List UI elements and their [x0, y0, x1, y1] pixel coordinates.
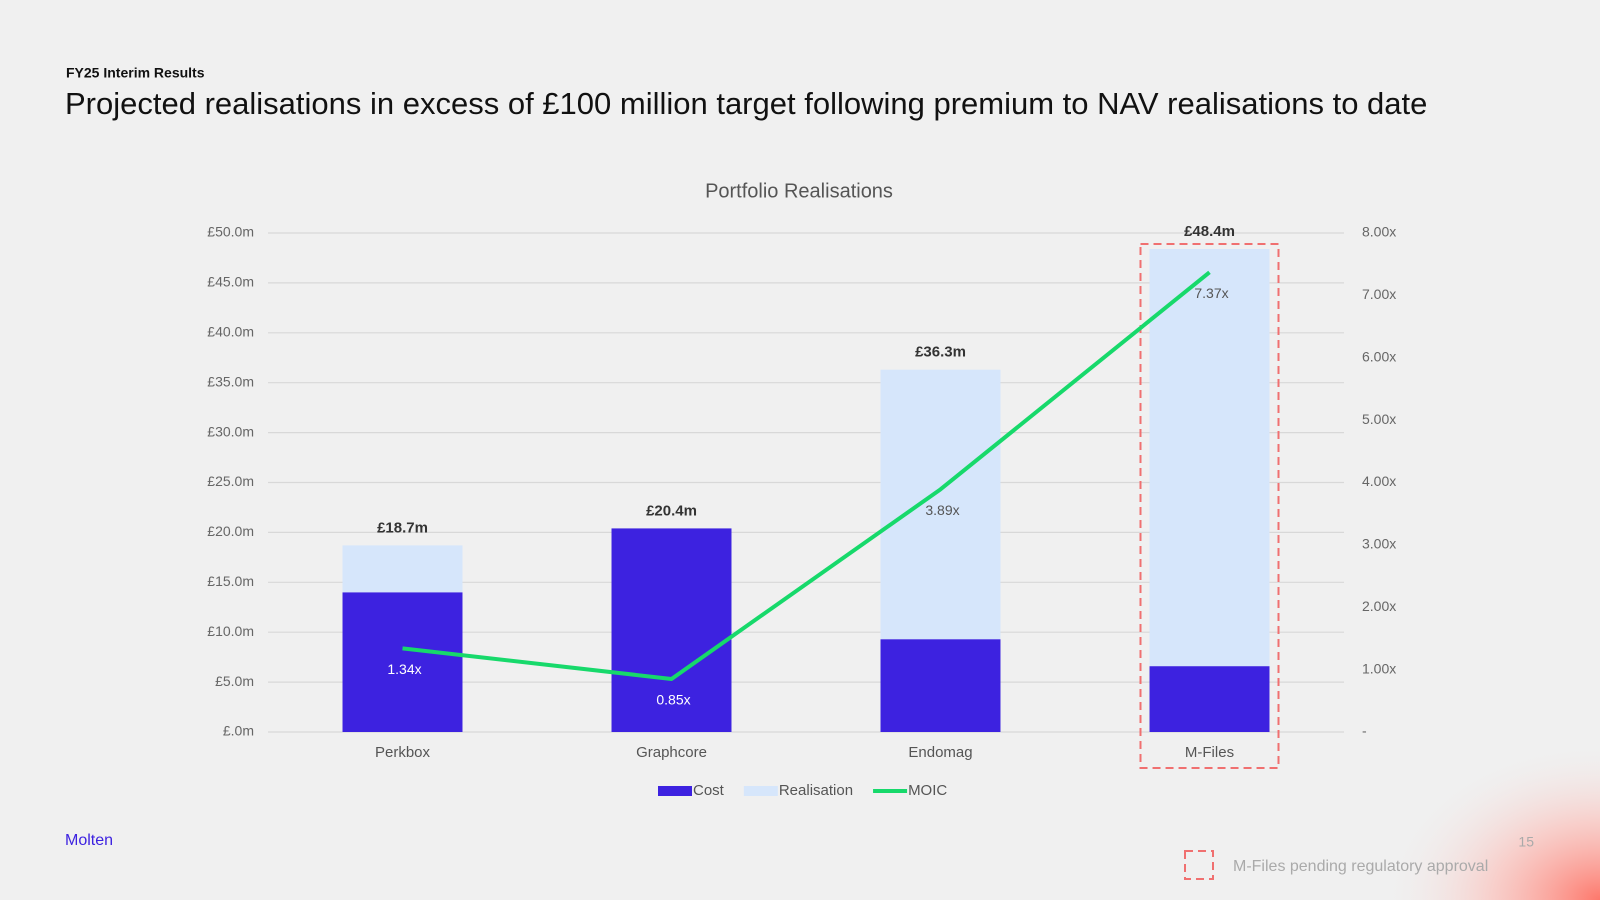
legend-label: MOIC [908, 782, 947, 799]
brand: Molten [65, 832, 113, 849]
moic-line [402, 270, 1211, 681]
bar-segment [611, 528, 732, 732]
legend-label: Realisation [779, 782, 853, 799]
y2-tick-label: 7.00x [1362, 286, 1396, 302]
chart-title: Portfolio Realisations [705, 180, 893, 202]
y2-tick-label: 5.00x [1362, 411, 1396, 427]
legend-label: Cost [693, 782, 725, 799]
moic-label: 3.89x [925, 502, 959, 518]
bar-segment [1149, 248, 1270, 667]
x-tick-label: M-Files [1185, 744, 1234, 761]
y-tick-label: £.0m [223, 723, 254, 739]
legend-swatch [658, 786, 692, 796]
y2-tick-label: 3.00x [1362, 536, 1396, 552]
bar-segment [880, 639, 1001, 732]
y-tick-label: £15.0m [207, 573, 254, 589]
y-tick-label: £50.0m [207, 224, 254, 240]
y-tick-label: £30.0m [207, 423, 254, 439]
y2-tick-label: 4.00x [1362, 473, 1396, 489]
moic-label: 1.34x [387, 661, 421, 677]
moic-label: 7.37x [1194, 285, 1228, 301]
bar-segment [342, 545, 463, 593]
y-tick-label: £40.0m [207, 324, 254, 340]
total-label: £48.4m [1184, 223, 1235, 240]
moic-label: 0.85x [656, 692, 690, 708]
header: FY25 Interim Results [66, 65, 205, 81]
bar-segment [342, 592, 463, 732]
y-tick-label: £5.0m [215, 673, 254, 689]
x-tick-label: Perkbox [375, 744, 431, 761]
bar-segment [1149, 666, 1270, 732]
total-label: £36.3m [915, 344, 966, 361]
total-label: £20.4m [646, 502, 697, 519]
y2-tick-label: 2.00x [1362, 598, 1396, 614]
y-tick-label: £25.0m [207, 473, 254, 489]
y-tick-label: £10.0m [207, 623, 254, 639]
y-tick-label: £20.0m [207, 523, 254, 539]
highlight-box [1139, 242, 1280, 769]
y2-tick-label: - [1362, 723, 1367, 739]
y2-tick-label: 8.00x [1362, 224, 1396, 240]
slide-title: Projected realisations in excess of £100… [65, 86, 1427, 121]
footnote: M-Files pending regulatory approval [1233, 858, 1488, 875]
page-number: 15 [1518, 834, 1534, 850]
y2-tick-label: 6.00x [1362, 348, 1396, 364]
note-icon [1184, 850, 1214, 880]
y2-tick-label: 1.00x [1362, 660, 1396, 676]
y-tick-label: £35.0m [207, 373, 254, 389]
total-label: £18.7m [377, 519, 428, 536]
corner-decoration [1380, 740, 1600, 900]
x-tick-label: Graphcore [636, 744, 707, 761]
bar-segment [880, 369, 1001, 640]
x-tick-label: Endomag [908, 744, 972, 761]
y-tick-label: £45.0m [207, 274, 254, 290]
legend-swatch [743, 786, 778, 796]
